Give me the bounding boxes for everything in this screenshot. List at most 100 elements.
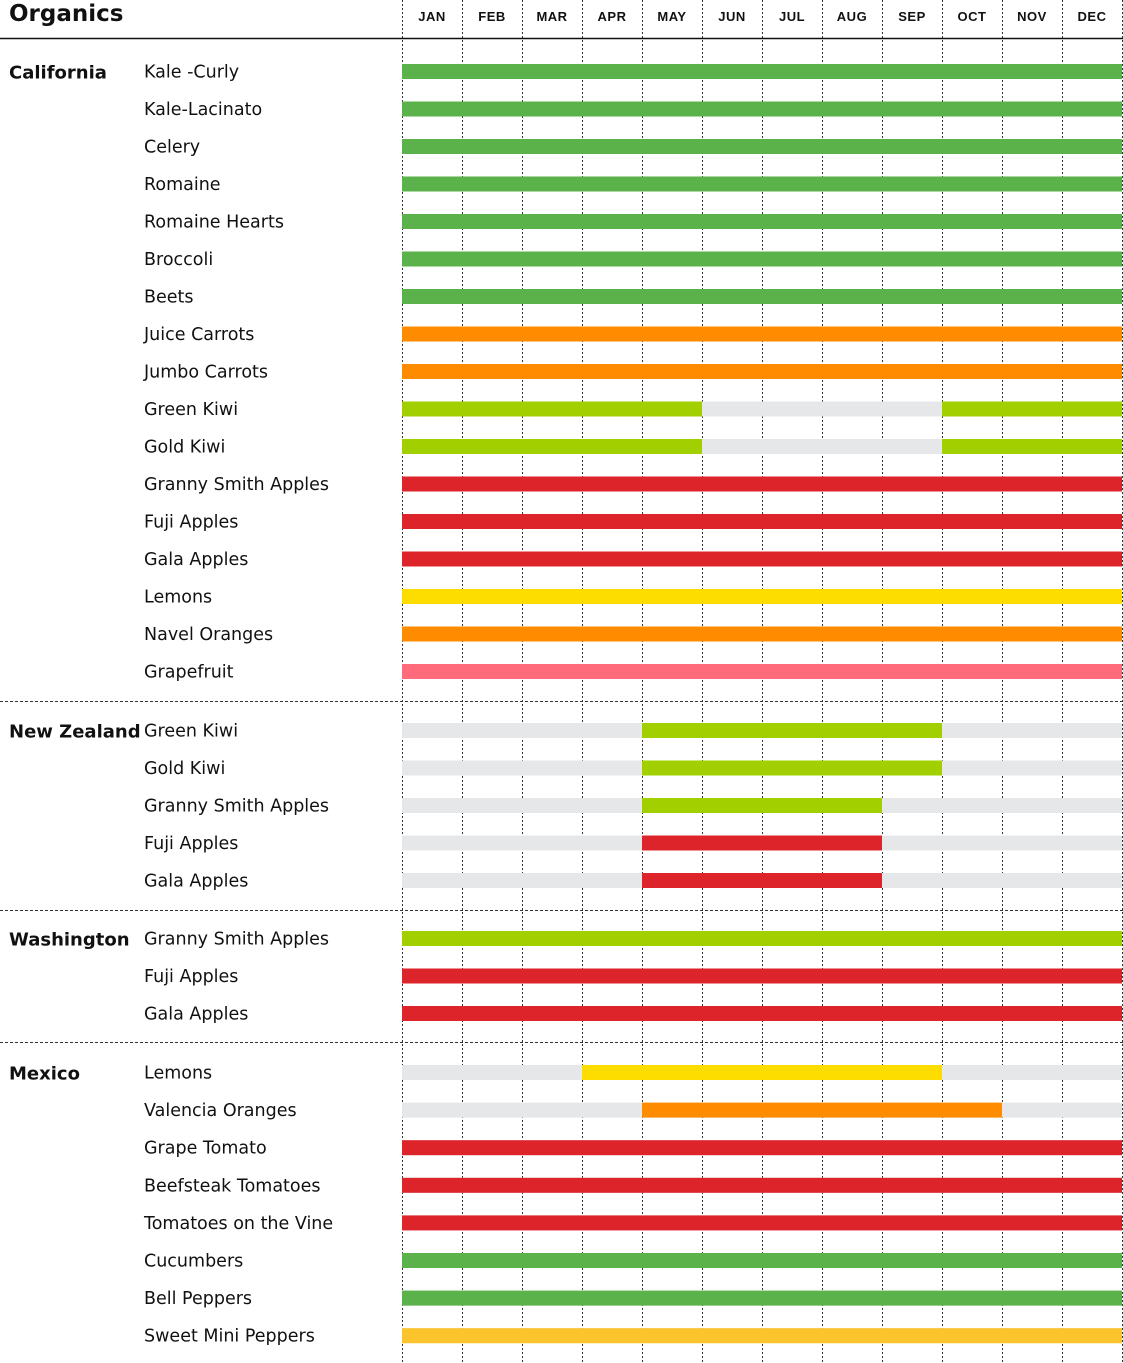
item-label: Bell Peppers: [144, 1289, 252, 1309]
item-label: Jumbo Carrots: [143, 363, 268, 383]
item-label: Juice Carrots: [143, 325, 254, 345]
season-bar: [402, 551, 1122, 567]
table-row: Gala Apples: [144, 872, 1122, 892]
season-bar: [402, 439, 702, 454]
season-bar: [402, 401, 702, 417]
table-row: Granny Smith Apples: [144, 930, 1122, 950]
table-row: Tomatoes on the Vine: [143, 1214, 1122, 1234]
table-row: Bell Peppers: [144, 1289, 1122, 1309]
item-label: Green Kiwi: [144, 400, 238, 420]
region-label: New Zealand: [9, 722, 141, 743]
table-row: Fuji Apples: [144, 513, 1122, 533]
table-row: Broccoli: [144, 250, 1122, 270]
month-label-feb: FEB: [478, 9, 506, 24]
chart-rows: Kale -Curly Kale-Lacinato Celery Romaine Rom…: [143, 63, 1122, 1347]
item-label: Kale -Curly: [144, 63, 239, 83]
month-label-nov: NOV: [1017, 9, 1047, 24]
season-bar: [402, 1177, 1122, 1193]
season-bar: [402, 514, 1122, 529]
table-row: Celery: [144, 138, 1122, 158]
season-bar: [402, 1328, 1122, 1344]
table-row: Juice Carrots: [143, 325, 1122, 345]
table-row: Cucumbers: [144, 1252, 1122, 1272]
month-label-sep: SEP: [898, 9, 926, 24]
season-bar: [402, 1006, 1122, 1021]
table-row: Gold Kiwi: [144, 438, 1122, 458]
season-bar: [642, 835, 882, 851]
table-row: Beefsteak Tomatoes: [144, 1176, 1122, 1196]
item-label: Celery: [144, 138, 200, 158]
item-label: Lemons: [144, 588, 212, 608]
season-bar: [402, 589, 1122, 604]
month-label-may: MAY: [657, 9, 686, 24]
item-label: Fuji Apples: [144, 513, 238, 533]
season-bar: [642, 760, 942, 776]
season-bar: [402, 176, 1122, 192]
table-row: Lemons: [144, 1064, 1122, 1084]
month-label-jan: JAN: [418, 9, 446, 24]
season-bar: [642, 798, 882, 813]
month-label-jun: JUN: [718, 9, 746, 24]
season-bar: [402, 251, 1122, 267]
table-row: Grapefruit: [144, 663, 1122, 683]
item-label: Broccoli: [144, 250, 213, 270]
table-row: Green Kiwi: [144, 400, 1122, 420]
table-row: Beets: [144, 288, 1122, 308]
season-bar: [402, 626, 1122, 642]
season-bar: [402, 364, 1122, 379]
table-row: Granny Smith Apples: [144, 797, 1122, 817]
season-bar: [402, 1140, 1122, 1156]
item-label: Granny Smith Apples: [144, 475, 329, 495]
season-bar: [642, 873, 882, 888]
month-label-dec: DEC: [1078, 9, 1107, 24]
month-label-mar: MAR: [536, 9, 567, 24]
item-label: Romaine: [144, 175, 221, 195]
season-bar: [402, 968, 1122, 984]
region-label: Washington: [9, 930, 130, 951]
chart-title: Organics: [9, 1, 123, 27]
item-label: Beefsteak Tomatoes: [144, 1176, 321, 1196]
table-row: Jumbo Carrots: [143, 363, 1122, 383]
season-bar: [402, 476, 1122, 492]
table-row: Gold Kiwi: [144, 759, 1122, 779]
season-bar: [582, 1065, 942, 1080]
season-bar: [942, 439, 1122, 454]
table-row: Sweet Mini Peppers: [144, 1327, 1122, 1347]
region-labels: California New Zealand Washington Mexico: [9, 63, 141, 1085]
season-bar: [642, 1102, 1002, 1118]
season-bar: [402, 1253, 1122, 1268]
item-label: Granny Smith Apples: [144, 797, 329, 817]
table-row: Kale-Lacinato: [144, 100, 1122, 120]
table-row: Romaine: [144, 175, 1122, 195]
season-bar: [402, 101, 1122, 117]
item-label: Beets: [144, 288, 194, 308]
table-row: Navel Oranges: [144, 625, 1122, 645]
item-label: Green Kiwi: [144, 722, 238, 742]
region-separators: [0, 701, 1123, 1043]
month-label-jul: JUL: [779, 9, 805, 24]
item-label: Fuji Apples: [144, 967, 238, 987]
item-label: Fuji Apples: [144, 834, 238, 854]
table-row: Grape Tomato: [144, 1139, 1122, 1159]
item-label: Gala Apples: [144, 872, 248, 892]
season-bar: [402, 139, 1122, 154]
item-label: Lemons: [144, 1064, 212, 1084]
season-bar: [642, 723, 942, 738]
month-label-aug: AUG: [837, 9, 867, 24]
item-label: Kale-Lacinato: [144, 100, 262, 120]
table-row: Gala Apples: [144, 1005, 1122, 1025]
item-label: Tomatoes on the Vine: [143, 1214, 333, 1234]
season-bar: [402, 214, 1122, 229]
item-label: Granny Smith Apples: [144, 930, 329, 950]
item-label: Romaine Hearts: [144, 213, 284, 233]
table-row: Kale -Curly: [144, 63, 1122, 83]
table-row: Lemons: [144, 588, 1122, 608]
season-bar: [402, 64, 1122, 79]
season-bar: [402, 326, 1122, 342]
table-row: Fuji Apples: [144, 967, 1122, 987]
season-bar: [402, 1290, 1122, 1306]
table-row: Romaine Hearts: [144, 213, 1122, 233]
month-label-apr: APR: [598, 9, 627, 24]
table-row: Fuji Apples: [144, 834, 1122, 854]
